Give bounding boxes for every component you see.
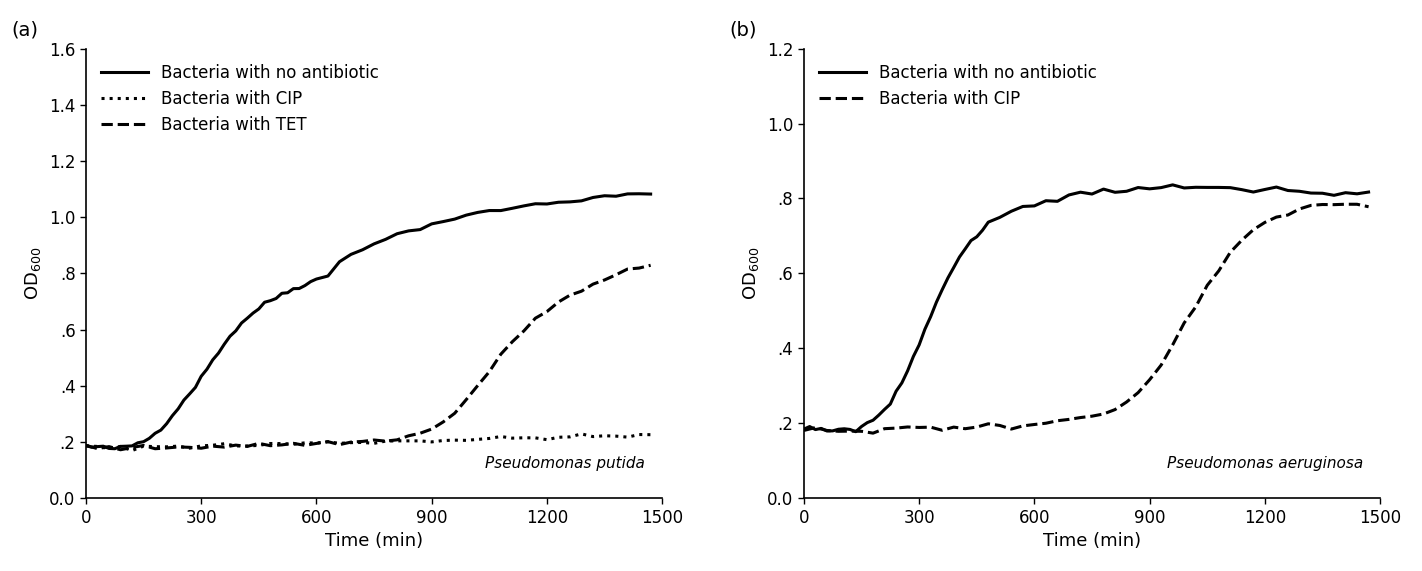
X-axis label: Time (min): Time (min) — [1042, 532, 1140, 550]
Text: Pseudomonas putida: Pseudomonas putida — [485, 456, 644, 471]
Text: (a): (a) — [11, 21, 38, 39]
Legend: Bacteria with no antibiotic, Bacteria with CIP: Bacteria with no antibiotic, Bacteria wi… — [812, 57, 1103, 115]
Legend: Bacteria with no antibiotic, Bacteria with CIP, Bacteria with TET: Bacteria with no antibiotic, Bacteria wi… — [94, 57, 385, 141]
Text: (b): (b) — [729, 21, 757, 39]
X-axis label: Time (min): Time (min) — [326, 532, 424, 550]
Y-axis label: OD$_{600}$: OD$_{600}$ — [741, 247, 761, 300]
Y-axis label: OD$_{600}$: OD$_{600}$ — [24, 247, 44, 300]
Text: Pseudomonas aeruginosa: Pseudomonas aeruginosa — [1166, 456, 1362, 471]
